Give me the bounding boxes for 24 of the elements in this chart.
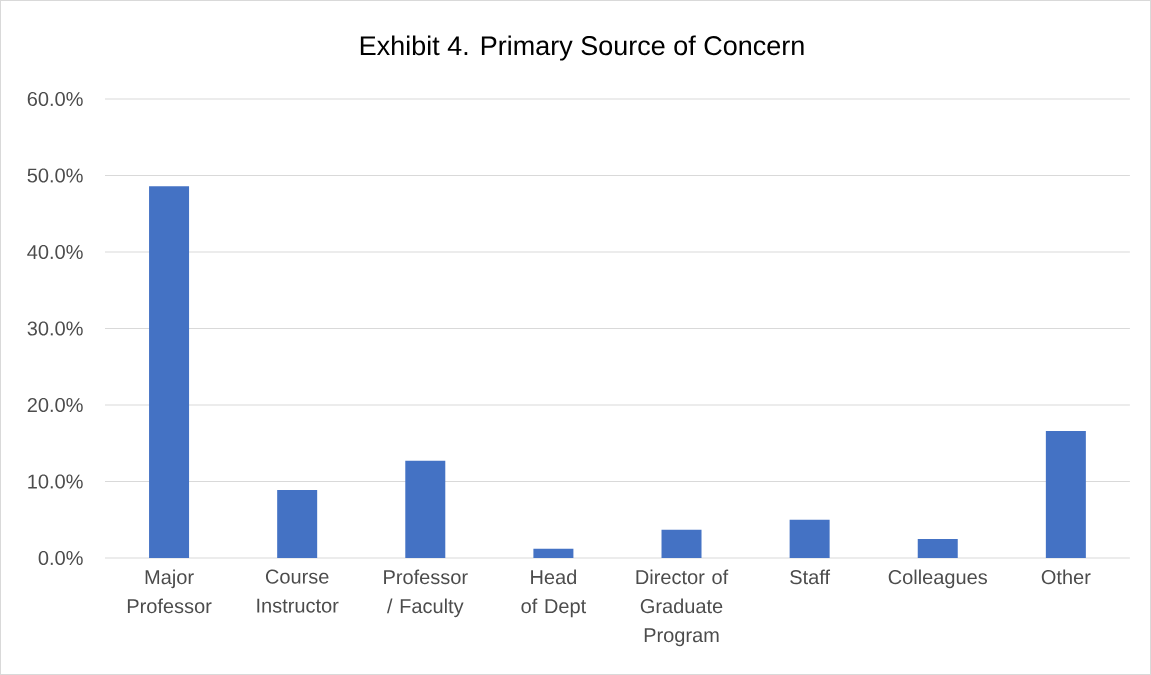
bar (149, 186, 190, 558)
bar (789, 519, 830, 558)
x-tick-label: Course Instructor (257, 569, 339, 613)
x-tick-label: Head of Dept (521, 569, 587, 618)
x-tick-label: Major Professor (127, 569, 212, 614)
y-tick-label: 10.0% (28, 474, 83, 489)
x-tick-label: Professor / Faculty (384, 569, 468, 618)
bar (277, 489, 318, 558)
x-tick-label: Other (1041, 569, 1091, 585)
x-tick-label: Director of Graduate Program (636, 569, 729, 647)
y-tick-label: 40.0% (27, 244, 83, 260)
bar (533, 548, 574, 558)
bar (405, 460, 446, 558)
y-tick-label: 50.0% (27, 168, 83, 183)
x-tick-label: Colleagues (888, 569, 988, 589)
y-tick-label: 60.0% (27, 91, 83, 107)
y-tick-label: 20.0% (27, 397, 83, 413)
x-tick-label: Staff (790, 569, 831, 585)
y-tick-label: 0.0% (38, 550, 83, 566)
bar (1045, 431, 1086, 558)
chart-title: Exhibit 4. Primary Source of Concern (360, 35, 804, 61)
bar (917, 538, 958, 558)
y-tick-label: 30.0% (27, 321, 83, 336)
bar (661, 529, 702, 558)
